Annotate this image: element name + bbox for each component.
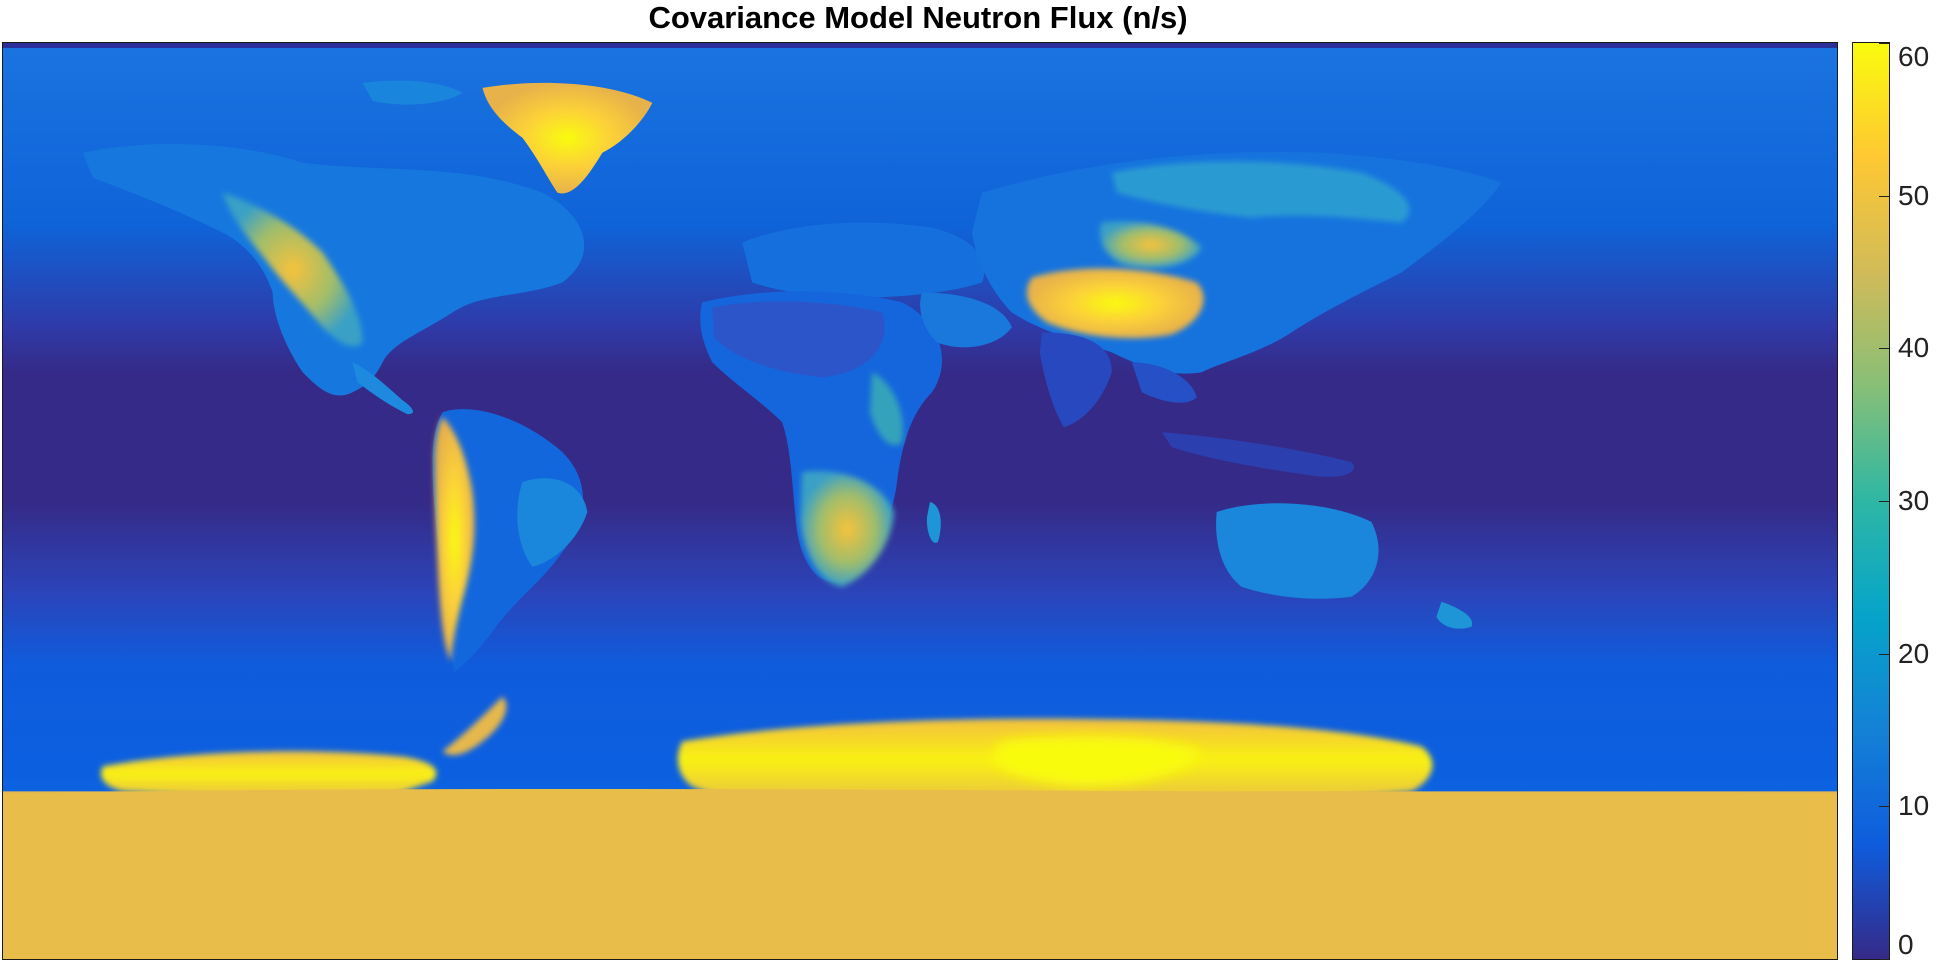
india bbox=[1039, 332, 1112, 428]
flux-heatmap bbox=[3, 43, 1837, 959]
andes bbox=[434, 417, 475, 662]
southeast-asia bbox=[1131, 362, 1197, 403]
middle-east bbox=[920, 292, 1012, 348]
sahara bbox=[712, 301, 885, 378]
map-axes bbox=[2, 42, 1838, 960]
europe bbox=[742, 222, 985, 298]
central-america bbox=[352, 362, 414, 415]
southern-africa bbox=[800, 471, 895, 587]
colorbar-tick-label: 10 bbox=[1898, 790, 1930, 822]
new-zealand bbox=[1436, 601, 1473, 629]
antarctic-peninsula bbox=[442, 696, 507, 756]
south-america bbox=[432, 409, 584, 672]
indonesia bbox=[1161, 432, 1355, 477]
arctic-islands bbox=[362, 80, 463, 105]
top-edge-strip bbox=[3, 43, 1837, 48]
rocky-mountains bbox=[222, 192, 363, 347]
colorbar-tick-mark bbox=[1879, 501, 1889, 502]
east-africa-highlands bbox=[870, 372, 903, 446]
antarctica-core bbox=[991, 736, 1202, 787]
colorbar-tick-label: 40 bbox=[1898, 332, 1930, 364]
colorbar-tick-mark bbox=[1879, 653, 1889, 655]
colorbar-tick-label: 60 bbox=[1898, 41, 1930, 72]
colorbar-tick-label: 50 bbox=[1898, 179, 1930, 211]
colorbar-tick-mark bbox=[1879, 195, 1889, 197]
colorbar-tick-label: 20 bbox=[1898, 637, 1930, 669]
figure-title: Covariance Model Neutron Flux (n/s) bbox=[648, 0, 1188, 35]
colorbar-tick-label: 30 bbox=[1898, 485, 1930, 516]
siberia-highlands bbox=[1111, 161, 1410, 223]
madagascar bbox=[926, 501, 941, 543]
brazil-highlands bbox=[517, 478, 588, 567]
tibetan-plateau bbox=[1026, 268, 1204, 339]
antarctica-bottom-glow bbox=[3, 788, 1837, 959]
colorbar-tick-mark bbox=[1879, 806, 1889, 808]
australia bbox=[1216, 503, 1379, 599]
colorbar-tick-mark bbox=[1879, 43, 1889, 44]
antarctica-west bbox=[101, 751, 437, 802]
colorbar-tick-mark bbox=[1879, 348, 1889, 350]
colorbar-tick-mark bbox=[1879, 959, 1889, 960]
mongolia bbox=[1100, 221, 1202, 269]
colorbar-tick-label: 0 bbox=[1898, 929, 1914, 960]
greenland bbox=[482, 82, 653, 194]
